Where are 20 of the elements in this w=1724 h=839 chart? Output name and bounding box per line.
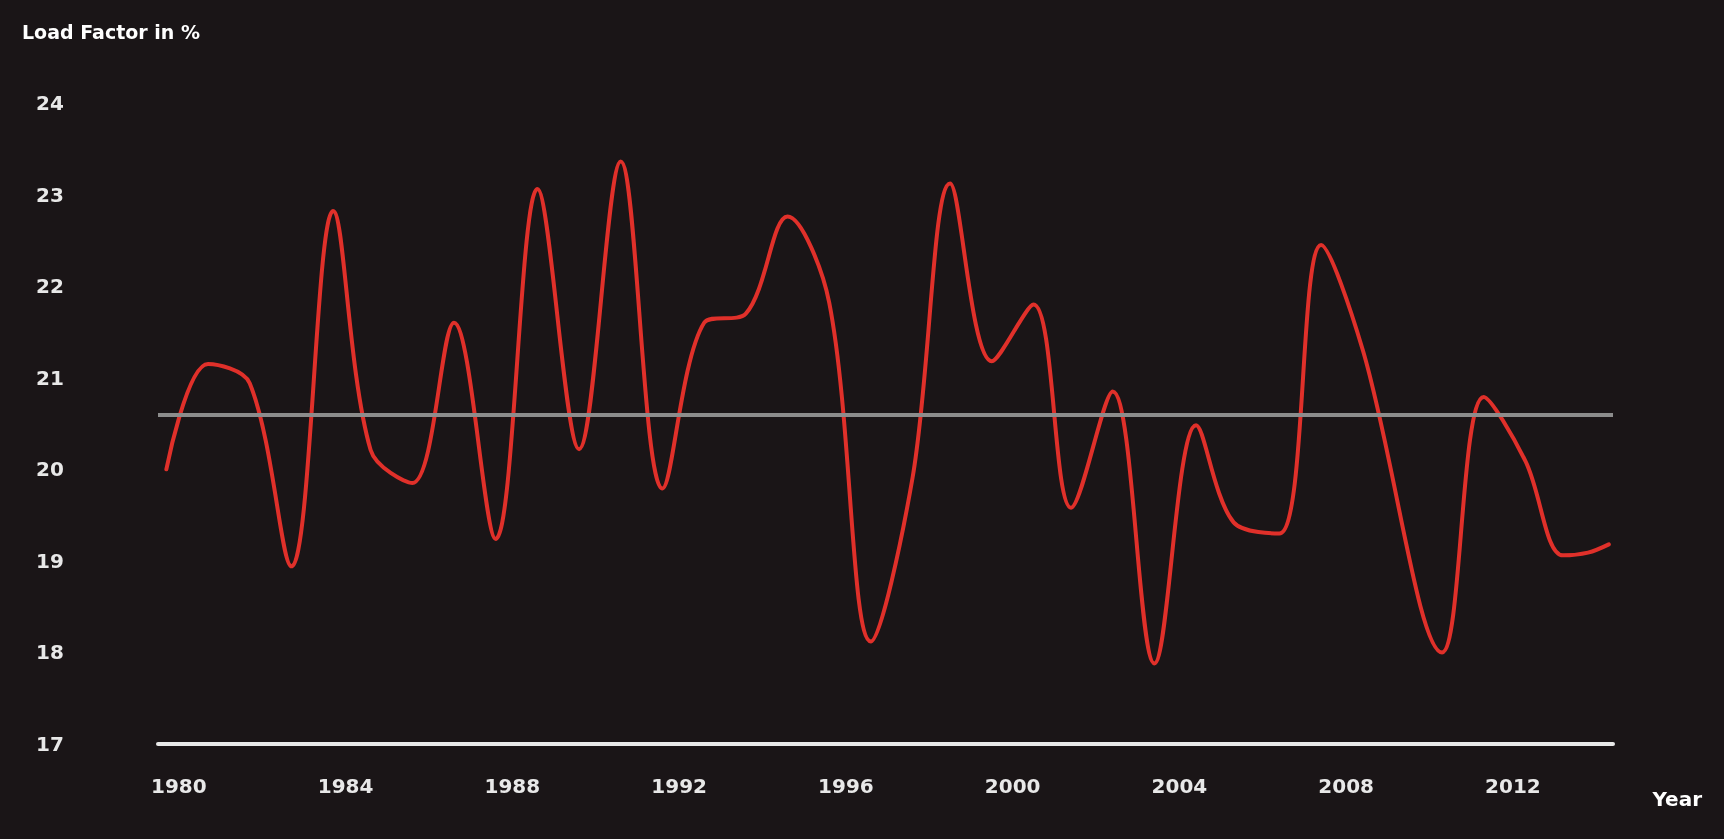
x-tick-label: 2008 <box>1318 774 1375 798</box>
y-tick-label: 21 <box>36 365 64 390</box>
x-tick-label: 2012 <box>1485 774 1541 798</box>
x-tick-label: 2000 <box>984 774 1041 798</box>
y-tick-label: 19 <box>36 548 64 573</box>
x-tick-label: 2004 <box>1151 774 1208 798</box>
x-tick-label: 1992 <box>651 774 707 798</box>
y-axis-title: Load Factor in % <box>22 20 200 43</box>
line-series <box>164 159 1611 666</box>
x-tick-label: 1988 <box>484 774 541 798</box>
y-tick-label: 23 <box>36 182 64 207</box>
y-tick-label: 18 <box>36 640 64 665</box>
y-tick-label: 22 <box>36 274 64 299</box>
x-tick-label: 1984 <box>317 774 374 798</box>
y-tick-label: 17 <box>36 732 64 756</box>
y-tick-label: 24 <box>36 91 64 115</box>
y-tick-label: 20 <box>36 457 64 482</box>
x-tick-label: 1996 <box>818 774 874 798</box>
x-tick-label: 1980 <box>151 774 207 798</box>
x-axis-title: Year <box>1651 787 1703 811</box>
